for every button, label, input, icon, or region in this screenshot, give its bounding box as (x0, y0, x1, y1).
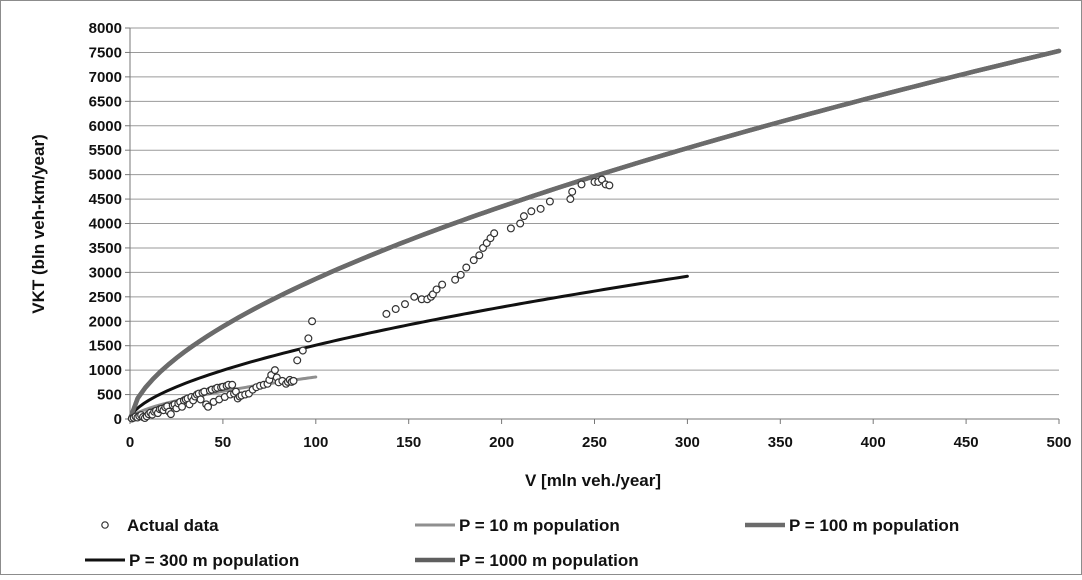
data-point (400, 300, 409, 309)
legend-label: P = 1000 m population (459, 551, 639, 570)
data-point (566, 195, 575, 204)
data-point (545, 197, 554, 206)
data-point (410, 292, 419, 301)
data-point (304, 334, 313, 343)
legend-label: P = 10 m population (459, 516, 620, 535)
legend-marker (101, 521, 109, 529)
data-point (298, 346, 307, 355)
data-point (456, 270, 465, 279)
y-tick-label: 6000 (89, 118, 122, 135)
data-point (475, 251, 484, 260)
x-tick-label: 0 (126, 434, 134, 451)
data-point (228, 380, 237, 389)
y-tick-label: 3500 (89, 240, 122, 257)
data-point (432, 285, 441, 294)
y-tick-label: 3000 (89, 264, 122, 281)
data-point (308, 317, 317, 326)
series-line-p-300-m-population (128, 274, 689, 421)
scatter-points (127, 175, 614, 423)
tick-labels: 0500100015002000250030003500400045005000… (89, 20, 1072, 451)
data-point (577, 180, 586, 189)
data-point (527, 207, 536, 216)
y-tick-label: 4500 (89, 191, 122, 208)
legend-item: P = 10 m population (415, 516, 620, 535)
y-tick-label: 1500 (89, 338, 122, 355)
y-tick-label: 6500 (89, 93, 122, 110)
data-point (506, 224, 515, 233)
data-point (536, 204, 545, 213)
legend-item: P = 300 m population (85, 551, 299, 570)
data-point (391, 305, 400, 314)
x-tick-label: 150 (396, 434, 421, 451)
legend-label: P = 100 m population (789, 516, 959, 535)
x-tick-label: 50 (215, 434, 232, 451)
legend-label: Actual data (127, 516, 219, 535)
data-point (451, 275, 460, 284)
data-point (490, 229, 499, 238)
y-tick-label: 2500 (89, 289, 122, 306)
x-tick-label: 250 (582, 434, 607, 451)
data-point (270, 366, 279, 375)
data-point (438, 280, 447, 289)
y-tick-label: 2000 (89, 313, 122, 330)
x-tick-label: 100 (303, 434, 328, 451)
data-point (166, 410, 175, 419)
x-tick-label: 500 (1046, 434, 1071, 451)
legend-item: P = 1000 m population (415, 551, 639, 570)
y-tick-label: 4000 (89, 216, 122, 233)
data-point (382, 309, 391, 318)
data-point (178, 402, 187, 411)
y-tick-label: 7000 (89, 69, 122, 86)
x-tick-label: 450 (954, 434, 979, 451)
data-point (519, 212, 528, 221)
legend-label: P = 300 m population (129, 551, 299, 570)
x-tick-label: 400 (861, 434, 886, 451)
x-tick-label: 300 (675, 434, 700, 451)
y-tick-label: 5000 (89, 167, 122, 184)
y-tick-label: 500 (97, 387, 122, 404)
y-tick-label: 7500 (89, 44, 122, 61)
data-point (196, 395, 205, 404)
legend: Actual data P = 10 m population P = 100 m … (85, 516, 959, 570)
data-point (204, 402, 213, 411)
data-point (469, 256, 478, 265)
data-point (568, 187, 577, 196)
y-tick-label: 1000 (89, 362, 122, 379)
series-line-p-100-m-population (127, 48, 1062, 422)
legend-item: Actual data (101, 516, 219, 535)
legend-item: P = 100 m population (745, 516, 959, 535)
x-tick-label: 350 (768, 434, 793, 451)
x-axis-title: V [mln veh./year] (525, 471, 661, 490)
data-point (462, 263, 471, 272)
data-point (293, 356, 302, 365)
x-tick-label: 200 (489, 434, 514, 451)
y-tick-label: 8000 (89, 20, 122, 37)
y-tick-label: 5500 (89, 142, 122, 159)
data-point (516, 219, 525, 228)
y-axis-title: VKT (bln veh-km/year) (29, 134, 48, 314)
data-point (289, 376, 298, 385)
y-tick-label: 0 (114, 411, 122, 428)
data-point (605, 181, 614, 190)
